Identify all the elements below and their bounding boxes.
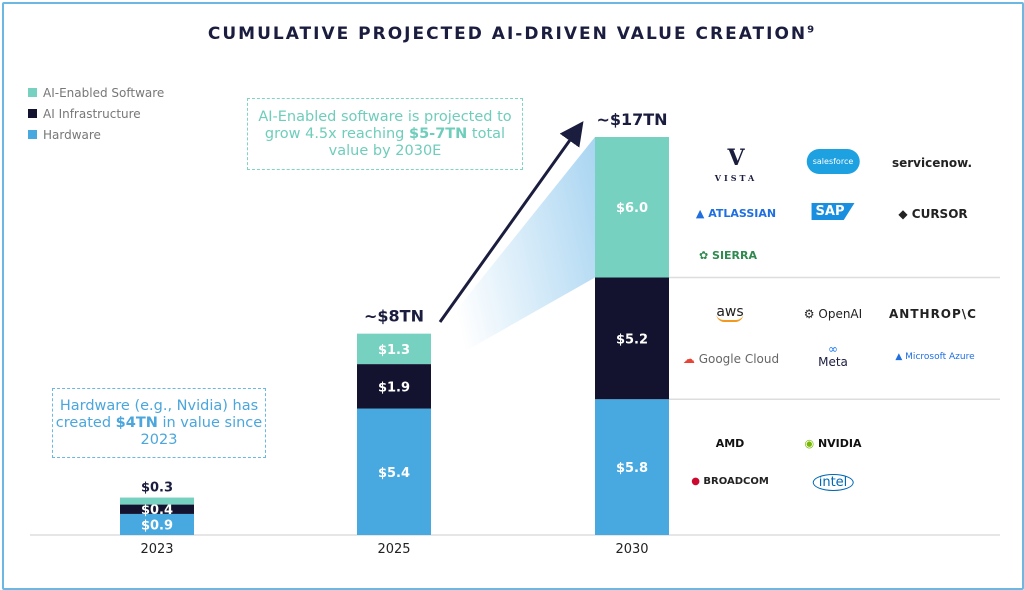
growth-arrow [438, 121, 584, 323]
x-tick-label: 2025 [377, 542, 410, 557]
logo-servicenow: servicenow. [891, 156, 973, 170]
logo-google-cloud: ☁ Google Cloud [682, 352, 780, 366]
logo-cursor: ◆ CURSOR [898, 207, 968, 221]
data-label: $5.2 [616, 332, 648, 347]
logo-atlassian: ▲ ATLASSIAN [695, 207, 777, 220]
bar-segment [120, 497, 194, 505]
logo-azure: ▲ Microsoft Azure [895, 352, 975, 362]
logo-intel: intel [812, 474, 854, 491]
logo-aws: aws [716, 304, 744, 322]
bar-segment [120, 504, 194, 514]
total-label: ~$8TN [364, 307, 424, 326]
logo-sierra: ✿ SIERRA [698, 249, 758, 262]
total-label: ~$17TN [596, 110, 667, 129]
chart-title: CUMULATIVE PROJECTED AI-DRIVEN VALUE CRE… [207, 24, 817, 44]
legend-swatch [28, 88, 37, 97]
data-label: $0.4 [141, 503, 173, 518]
x-tick-label: 2023 [140, 542, 173, 557]
logo-sap: SAP [811, 203, 855, 220]
legend-swatch [28, 130, 37, 139]
legend-swatch [28, 109, 37, 118]
data-label: $5.4 [378, 466, 410, 481]
data-label: $1.9 [378, 380, 410, 395]
data-label: $1.3 [378, 343, 410, 358]
bar-segment [595, 399, 669, 535]
logo-amd: AMD [715, 437, 745, 450]
data-label: $0.3 [141, 481, 173, 496]
x-tick-label: 2030 [615, 542, 648, 557]
data-label: $6.0 [616, 201, 648, 216]
bar-segment [595, 137, 669, 278]
logo-broadcom: ● BROADCOM [691, 476, 769, 487]
hardware-callout: Hardware (e.g., Nvidia) has created $4TN… [52, 388, 266, 458]
bar-segment [357, 408, 431, 535]
logo-meta: ∞ Meta [818, 342, 848, 369]
legend: AI-Enabled Software AI Infrastructure Ha… [28, 82, 164, 145]
logo-salesforce: salesforce [806, 149, 860, 174]
growth-fan [431, 137, 595, 354]
logo-openai: ⚙ OpenAI [803, 307, 863, 321]
logo-nvidia: ◉ NVIDIA [804, 437, 862, 450]
legend-item-infrastructure: AI Infrastructure [28, 103, 164, 124]
software-callout: AI-Enabled software is projected to grow… [247, 98, 523, 170]
legend-item-software: AI-Enabled Software [28, 82, 164, 103]
logo-vista: V VISTA [714, 145, 758, 183]
bar-segment [120, 513, 194, 535]
bar-segment [357, 333, 431, 365]
data-label: $0.9 [141, 518, 173, 533]
legend-item-hardware: Hardware [28, 124, 164, 145]
bar-segment [357, 364, 431, 409]
logo-anthropic: ANTHROP\C [889, 307, 977, 321]
bar-segment [595, 277, 669, 400]
data-label: $5.8 [616, 461, 648, 476]
